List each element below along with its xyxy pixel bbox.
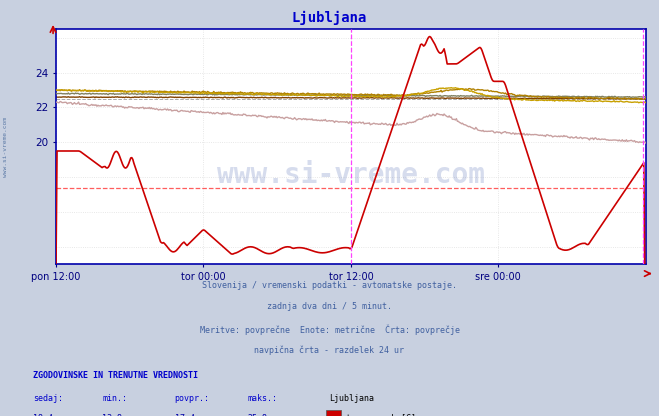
Text: min.:: min.: [102, 394, 127, 404]
Text: Slovenija / vremenski podatki - avtomatske postaje.: Slovenija / vremenski podatki - avtomats… [202, 281, 457, 290]
Text: navpična črta - razdelek 24 ur: navpična črta - razdelek 24 ur [254, 346, 405, 355]
Text: zadnja dva dni / 5 minut.: zadnja dva dni / 5 minut. [267, 302, 392, 312]
Text: Meritve: povprečne  Enote: metrične  Črta: povprečje: Meritve: povprečne Enote: metrične Črta:… [200, 324, 459, 334]
Text: www.si-vreme.com: www.si-vreme.com [217, 161, 485, 189]
Text: Ljubljana: Ljubljana [330, 394, 374, 404]
Text: 25,8: 25,8 [247, 414, 267, 416]
Text: 17,4: 17,4 [175, 414, 194, 416]
Text: povpr.:: povpr.: [175, 394, 210, 404]
Text: sedaj:: sedaj: [33, 394, 63, 404]
Text: temp. zraka[C]: temp. zraka[C] [346, 414, 416, 416]
Text: maks.:: maks.: [247, 394, 277, 404]
Text: 13,8: 13,8 [102, 414, 122, 416]
Text: Ljubljana: Ljubljana [292, 10, 367, 25]
Text: ZGODOVINSKE IN TRENUTNE VREDNOSTI: ZGODOVINSKE IN TRENUTNE VREDNOSTI [33, 371, 198, 381]
Text: 18,4: 18,4 [33, 414, 53, 416]
Text: www.si-vreme.com: www.si-vreme.com [3, 116, 8, 177]
